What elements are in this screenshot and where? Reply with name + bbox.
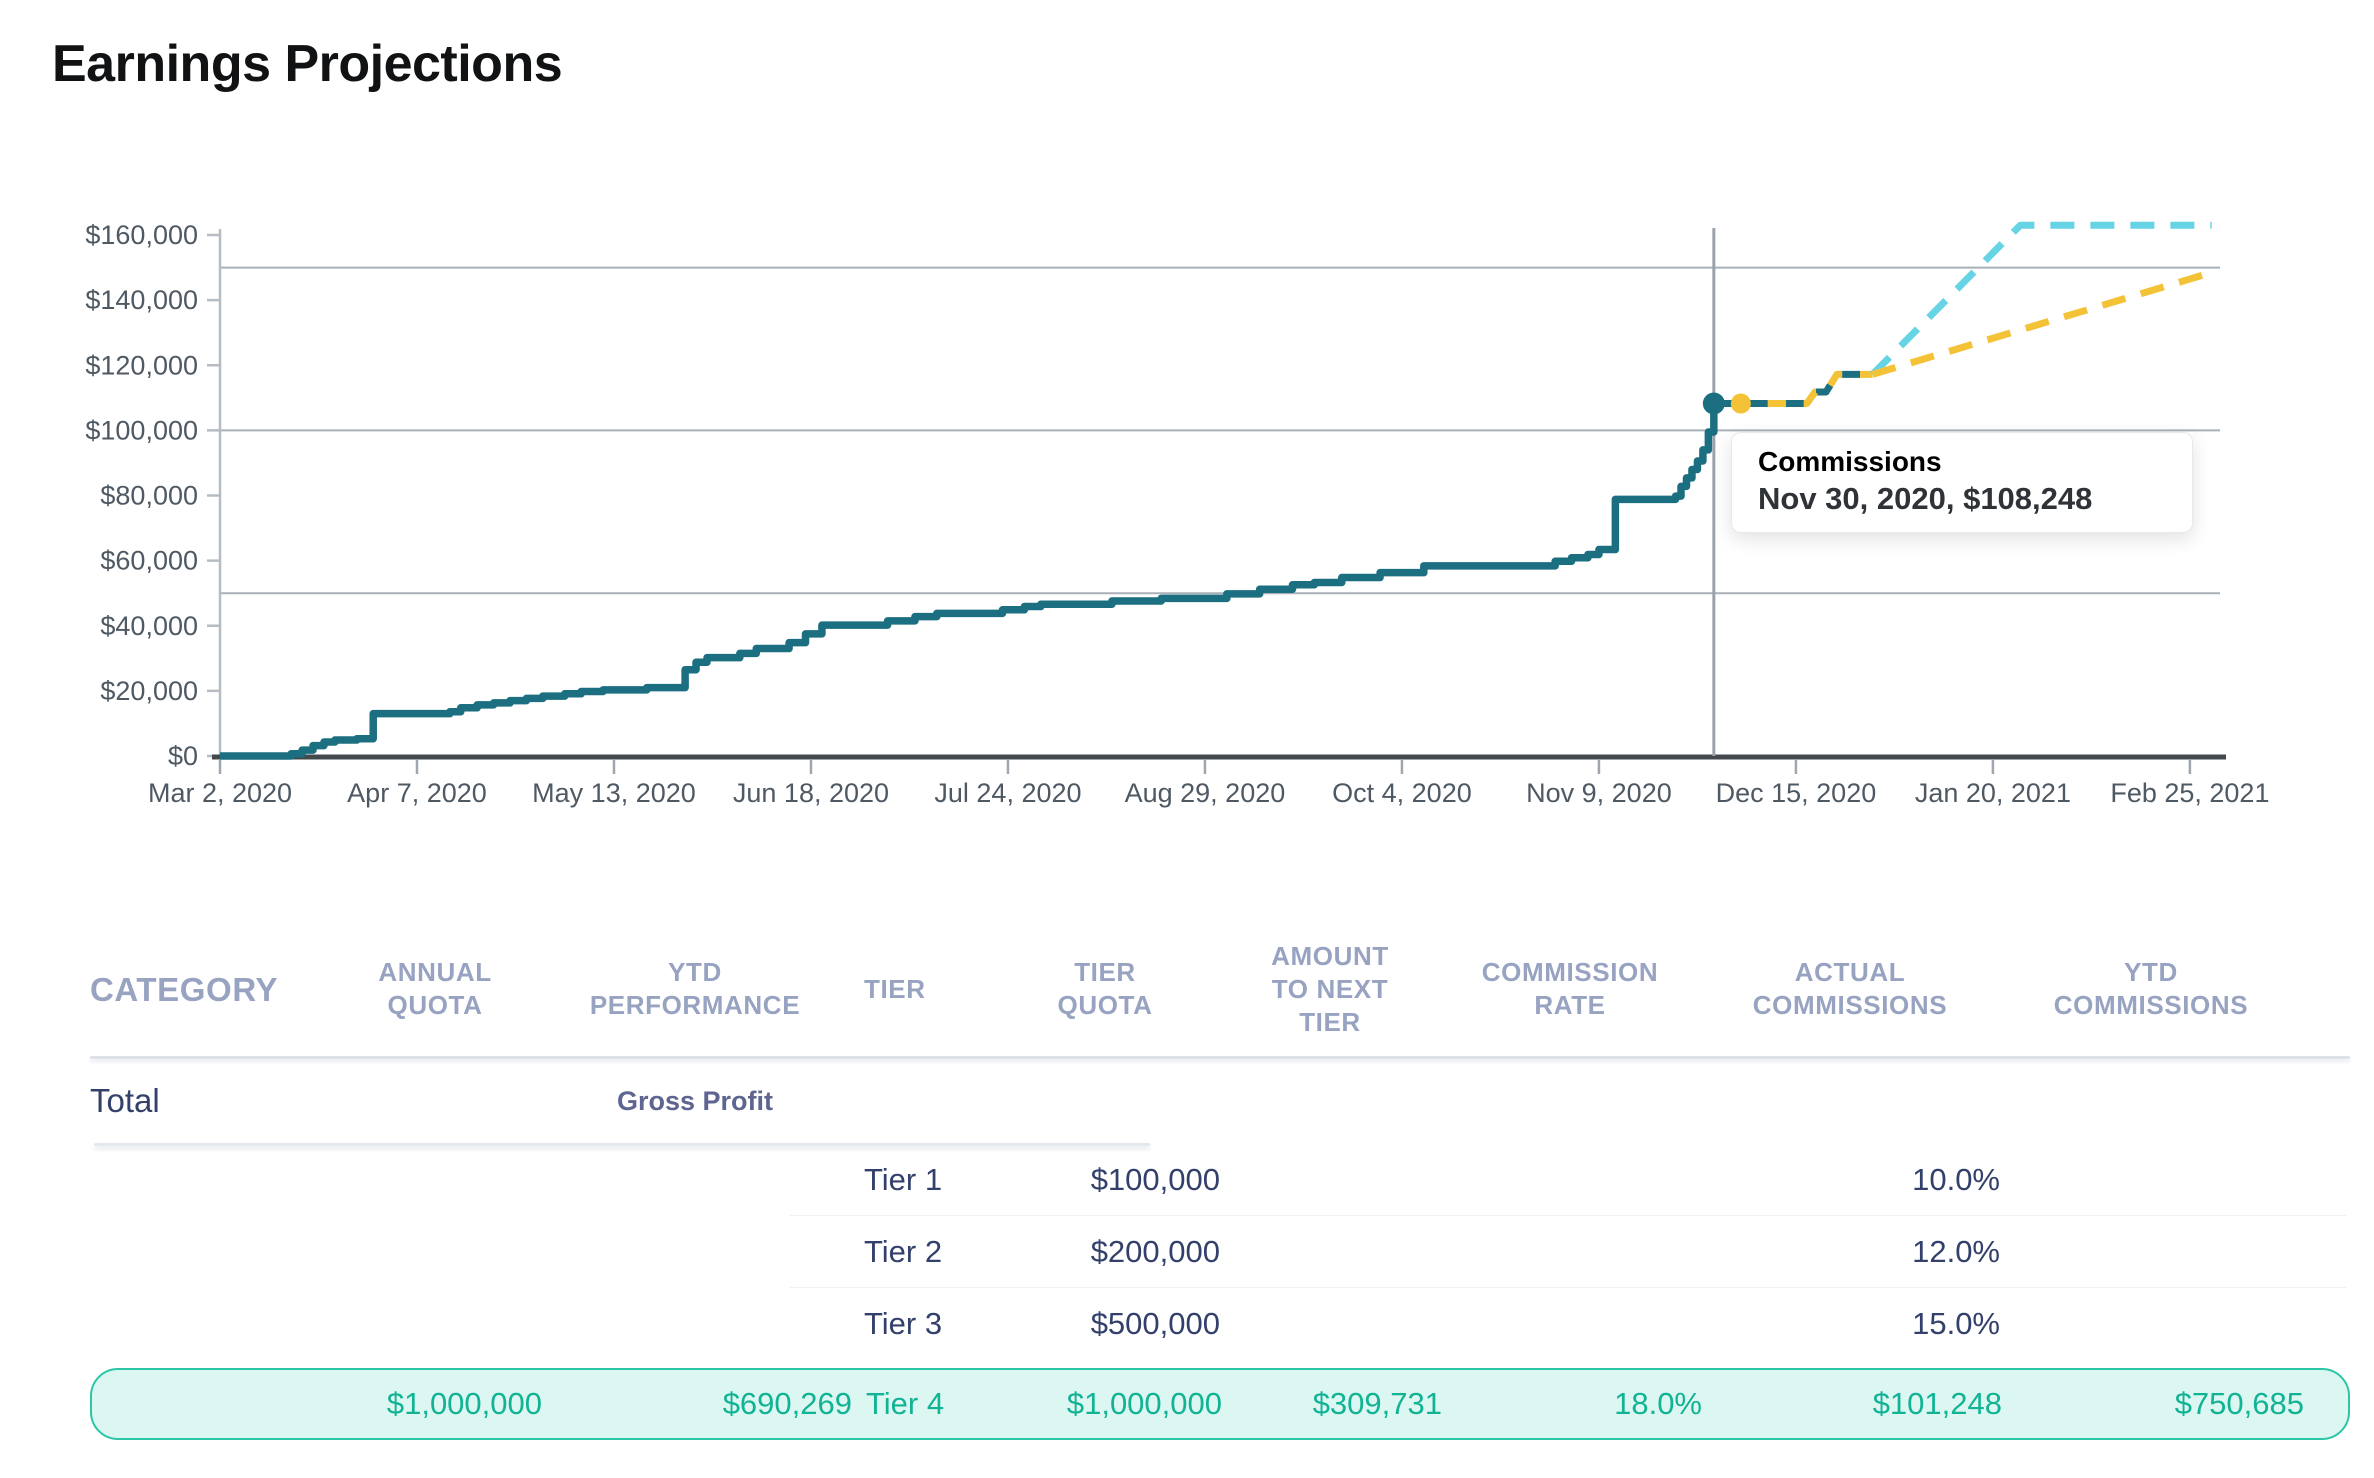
earnings-chart[interactable]: $0 $20,000 $40,000 $60,000 $80,000 $100,000 $1… [0, 0, 2374, 830]
tier-1-row: Tier 1 $100,000 10.0% [90, 1144, 2350, 1216]
column-header-commission-rate: COMMISSION RATE [1481, 957, 1659, 1020]
commissions-marker-dot[interactable] [1702, 392, 1725, 415]
series-commissions[interactable] [220, 403, 1718, 760]
x-tick-label: Dec 15, 2020 [1716, 778, 1877, 808]
total-row-category-cell: Total [90, 1082, 160, 1119]
tier-4-row-annual-quota-cell: $1,000,000 [386, 1386, 542, 1421]
x-tick-label: Oct 4, 2020 [1332, 778, 1472, 808]
series-projection-shared-near-term-[interactable] [1713, 370, 1873, 408]
column-header-amount-to-next-tier: AMOUNT TO NEXT TIER [1271, 940, 1389, 1037]
tier-4-row-tier-cell: Tier 4 [866, 1386, 945, 1421]
x-tick-label: May 13, 2020 [532, 778, 696, 808]
x-tick-label: Aug 29, 2020 [1125, 778, 1286, 808]
column-header-ytd-performance: YTD PERFORMANCE [589, 957, 801, 1020]
y-tick-label: $60,000 [100, 546, 198, 576]
tier-2-row: Tier 2 $200,000 12.0% [90, 1216, 2350, 1288]
total-row-ytd-performance-cell: Gross Profit [616, 1085, 774, 1116]
total-row-divider [94, 1143, 1150, 1146]
x-tick-label: Jul 24, 2020 [934, 778, 1081, 808]
total-row: Total Gross Profit [90, 1058, 2350, 1146]
series-projection-high-[interactable] [1870, 221, 2212, 377]
x-tick-label: Mar 2, 2020 [148, 778, 292, 808]
tier-row-divider [790, 1215, 2346, 1216]
tier-1-row-tier-cell: Tier 1 [864, 1162, 943, 1197]
y-tick-label: $0 [168, 741, 198, 771]
tier-4-row: $1,000,000 $690,269 Tier 4 $1,000,000 $309,7… [90, 1368, 2350, 1440]
column-header-tier-quota: TIER QUOTA [1057, 957, 1153, 1020]
column-header-actual-commissions: ACTUAL COMMISSIONS [1752, 957, 1948, 1020]
x-tick-label: Apr 7, 2020 [347, 778, 487, 808]
column-header-category: CATEGORY [90, 970, 279, 1008]
y-tick-label: $140,000 [85, 285, 198, 315]
projection-marker-dot[interactable] [1730, 393, 1751, 414]
tier-4-row-ytd-performance-cell: $690,269 [722, 1386, 852, 1421]
y-tick-label: $160,000 [85, 220, 198, 250]
tooltip-series-name: Commissions [1758, 446, 1942, 477]
tier-4-row-tier-quota-cell: $1,000,000 [1066, 1386, 1222, 1421]
column-header-annual-quota: ANNUAL QUOTA [378, 957, 492, 1020]
tier-4-row-ytd-commissions-cell: $750,685 [2174, 1386, 2304, 1421]
tier-row-divider [790, 1287, 2346, 1288]
x-tick-label: Jan 20, 2021 [1915, 778, 2071, 808]
series-projection-low-[interactable] [1871, 269, 2213, 378]
tier-2-row-tier-quota-cell: $200,000 [1090, 1234, 1220, 1269]
y-tick-label: $100,000 [85, 415, 198, 445]
y-tick-label: $120,000 [85, 350, 198, 380]
y-tick-label: $40,000 [100, 611, 198, 641]
tier-3-row-actual-commissions-cell: 15.0% [1912, 1306, 2000, 1341]
tier-3-row: Tier 3 $500,000 15.0% [90, 1288, 2350, 1360]
y-tick-label: $80,000 [100, 481, 198, 511]
y-tick-label: $20,000 [100, 676, 198, 706]
chart-tooltip: Commissions Nov 30, 2020, $108,248 [1731, 432, 2193, 533]
tier-4-row-actual-commissions-cell: $101,248 [1872, 1386, 2002, 1421]
column-header-tier: TIER [864, 973, 926, 1004]
tier-3-row-tier-quota-cell: $500,000 [1090, 1306, 1220, 1341]
x-tick-label: Nov 9, 2020 [1526, 778, 1672, 808]
tier-4-row-commission-rate-cell: 18.0% [1614, 1386, 1702, 1421]
commission-tiers-table: CATEGORY ANNUAL QUOTA YTD PERFORMANCE TIER T… [90, 920, 2350, 1440]
header-divider [90, 1056, 2350, 1059]
table-header-row: CATEGORY ANNUAL QUOTA YTD PERFORMANCE TIER T… [90, 920, 2350, 1059]
tier-3-row-tier-cell: Tier 3 [864, 1306, 943, 1341]
x-tick-label: Jun 18, 2020 [733, 778, 889, 808]
x-tick-label: Feb 25, 2021 [2110, 778, 2269, 808]
tier-1-row-tier-quota-cell: $100,000 [1090, 1162, 1220, 1197]
tier-2-row-tier-cell: Tier 2 [864, 1234, 943, 1269]
page-title: Earnings Projections [52, 35, 563, 93]
tooltip-value: Nov 30, 2020, $108,248 [1758, 481, 2093, 516]
tier-2-row-actual-commissions-cell: 12.0% [1912, 1234, 2000, 1269]
tier-4-row-amount-to-next-tier-cell: $309,731 [1312, 1386, 1442, 1421]
tier-1-row-actual-commissions-cell: 10.0% [1912, 1162, 2000, 1197]
table-body: Total Gross Profit Tier 1 $100,000 10.0% Tier… [90, 1058, 2350, 1440]
column-header-ytd-commissions: YTD COMMISSIONS [2053, 957, 2249, 1020]
